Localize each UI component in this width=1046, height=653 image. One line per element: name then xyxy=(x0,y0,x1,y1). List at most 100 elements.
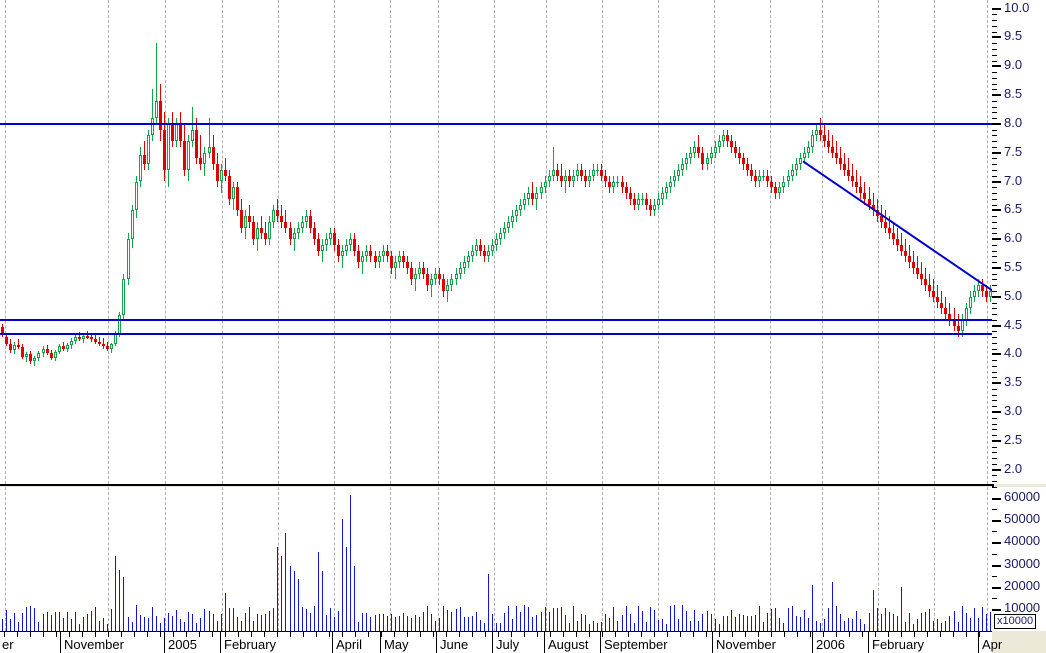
date-minor-tick xyxy=(641,632,642,637)
candle-body xyxy=(455,273,458,280)
candle-body xyxy=(766,175,769,182)
date-minor-tick xyxy=(82,632,83,637)
candle-body xyxy=(159,100,162,130)
candle-body xyxy=(770,181,773,188)
price-minor-tick xyxy=(992,308,997,310)
volume-bar xyxy=(609,618,610,631)
volume-bar xyxy=(213,614,214,631)
date-minor-tick xyxy=(979,632,980,637)
volume-bar xyxy=(828,608,829,631)
price-tick xyxy=(992,151,1001,154)
date-minor-tick xyxy=(407,632,408,637)
price-tick-label: 10.0 xyxy=(1004,0,1030,15)
price-minor-tick xyxy=(992,360,997,362)
gridline xyxy=(878,0,879,484)
volume-bar xyxy=(51,615,52,631)
gridline xyxy=(987,0,988,484)
volume-bar xyxy=(654,610,655,631)
candle-body xyxy=(896,239,899,245)
volume-bar xyxy=(172,616,173,631)
volume-bar xyxy=(524,605,525,631)
price-minor-tick xyxy=(992,394,997,396)
candle-body xyxy=(544,181,547,188)
candle-body xyxy=(333,233,336,245)
date-major-tick xyxy=(812,632,813,653)
candle-body xyxy=(507,221,510,228)
price-minor-tick xyxy=(992,233,997,235)
volume-tick-label: 40000 xyxy=(1004,533,1041,549)
date-tick-label: August xyxy=(548,637,589,652)
candle-body xyxy=(382,250,385,257)
volume-bar xyxy=(565,615,566,631)
volume-bar xyxy=(666,624,667,631)
date-minor-tick xyxy=(706,632,707,637)
volume-bar xyxy=(285,533,286,631)
candle-body xyxy=(147,135,150,165)
candle-body xyxy=(434,273,437,280)
candle-body xyxy=(361,256,364,263)
candle-body xyxy=(487,250,490,257)
volume-bar xyxy=(229,608,230,631)
volume-bar xyxy=(132,622,133,631)
price-tick xyxy=(992,209,1001,212)
volume-bar xyxy=(873,590,874,631)
candle-body xyxy=(831,146,834,153)
price-minor-tick xyxy=(992,112,997,114)
candle-body xyxy=(110,343,113,349)
candle-body xyxy=(629,193,632,199)
candle-body xyxy=(86,335,89,338)
volume-bar xyxy=(492,614,493,631)
candle-body xyxy=(446,285,449,291)
volume-bar xyxy=(245,613,246,631)
volume-bar xyxy=(945,621,946,631)
price-minor-tick xyxy=(992,337,997,339)
price-minor-tick xyxy=(992,319,997,321)
volume-chart-panel[interactable] xyxy=(0,487,992,631)
price-tick xyxy=(992,122,1001,125)
volume-bar xyxy=(67,612,68,631)
volume-bar xyxy=(204,609,205,631)
volume-bar xyxy=(893,614,894,631)
volume-bar xyxy=(79,624,80,631)
price-minor-tick xyxy=(992,423,997,425)
price-minor-tick xyxy=(992,227,997,229)
candle-body xyxy=(179,123,182,142)
price-tick-label: 9.0 xyxy=(1004,57,1023,73)
volume-bar xyxy=(99,621,100,631)
date-minor-tick xyxy=(355,632,356,637)
volume-bar xyxy=(925,612,926,631)
date-minor-tick xyxy=(693,632,694,637)
candle-body xyxy=(459,267,462,274)
candle-body xyxy=(151,118,154,136)
volume-bar xyxy=(447,610,448,631)
volume-bar xyxy=(59,612,60,631)
volume-bar xyxy=(605,614,606,631)
candle-wick xyxy=(261,216,262,240)
volume-tick xyxy=(992,520,1001,523)
candle-body xyxy=(313,227,316,240)
date-tick-label: May xyxy=(384,637,409,652)
candle-wick xyxy=(18,339,19,349)
volume-tick-label: 60000 xyxy=(1004,489,1041,505)
volume-bar xyxy=(200,618,201,631)
candle-body xyxy=(78,337,81,340)
price-chart-panel[interactable] xyxy=(0,0,992,484)
candle-body xyxy=(203,152,206,165)
volume-bar xyxy=(860,619,861,631)
gridline xyxy=(108,487,109,631)
gridline xyxy=(602,0,603,484)
price-minor-tick xyxy=(992,435,997,437)
volume-bar xyxy=(140,615,141,631)
price-minor-tick xyxy=(992,83,997,85)
candle-body xyxy=(527,193,530,199)
volume-bar xyxy=(395,617,396,631)
support-line-lower xyxy=(0,333,992,336)
volume-tick xyxy=(992,608,1001,611)
volume-bar xyxy=(241,621,242,631)
volume-bar xyxy=(419,617,420,631)
candle-body xyxy=(511,216,514,222)
date-minor-tick xyxy=(69,632,70,637)
date-minor-tick xyxy=(199,632,200,637)
candle-body xyxy=(386,250,389,257)
price-minor-tick xyxy=(992,43,997,45)
